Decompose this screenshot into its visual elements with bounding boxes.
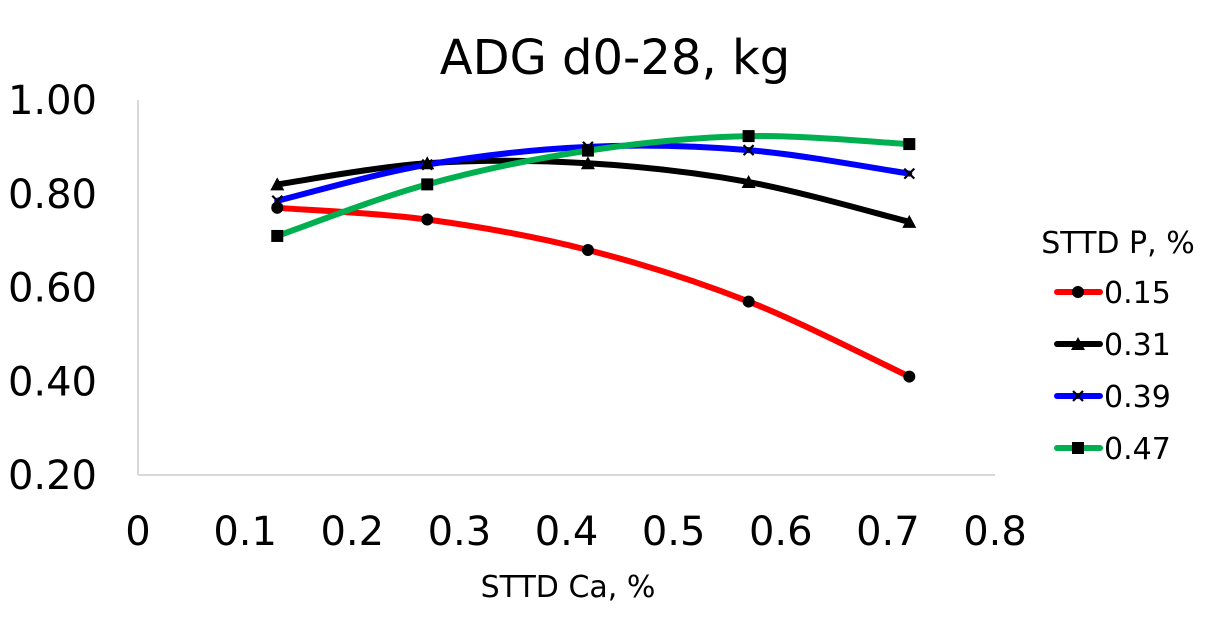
- data-point: [581, 144, 594, 157]
- y-tick-label: 0.80: [8, 172, 97, 218]
- legend-item: 0.15: [1054, 276, 1171, 311]
- data-point: [580, 156, 595, 170]
- legend: STTD P, % 0.15 0.31 0.39 0.47: [1041, 226, 1194, 467]
- x-tick-label: 0.5: [642, 509, 706, 555]
- x-tick-label: 0.2: [320, 509, 384, 555]
- series-layer: [274, 132, 913, 380]
- chart-title: ADG d0-28, kg: [440, 30, 790, 86]
- marker-layer: [270, 130, 917, 383]
- legend-label: 0.47: [1104, 432, 1171, 467]
- data-point: [742, 295, 755, 308]
- series-markers-0-15: [271, 201, 916, 383]
- legend-item: 0.31: [1054, 328, 1171, 363]
- legend-marker: [1071, 337, 1085, 350]
- x-tick-label: 0: [125, 509, 150, 555]
- data-point: [903, 370, 916, 383]
- x-tick-label: 0.6: [749, 509, 813, 555]
- y-tick-label: 0.40: [8, 359, 97, 405]
- data-point: [903, 167, 916, 180]
- legend-marker: [1072, 286, 1084, 298]
- legend-item: 0.47: [1054, 432, 1171, 467]
- legend-label: 0.39: [1104, 380, 1171, 415]
- x-tick-label: 0.4: [535, 509, 599, 555]
- legend-marker: [1072, 442, 1084, 454]
- y-tick-labels: 0.20 0.40 0.60 0.80 1.00: [8, 78, 97, 499]
- data-point: [271, 195, 284, 207]
- x-axis-label: STTD Ca, %: [481, 570, 656, 605]
- x-tick-labels: 0 0.1 0.2 0.3 0.4 0.5 0.6 0.7 0.8: [125, 509, 1027, 555]
- data-point: [421, 213, 434, 226]
- x-tick-label: 0.7: [856, 509, 920, 555]
- data-point: [421, 158, 434, 171]
- data-point: [902, 214, 917, 228]
- series-markers-0-31: [270, 156, 917, 228]
- y-tick-label: 1.00: [8, 78, 97, 124]
- y-tick-label: 0.20: [8, 453, 97, 499]
- x-tick-label: 0.1: [213, 509, 277, 555]
- legend-items: 0.15 0.31 0.39 0.47: [1054, 276, 1171, 467]
- series-markers-0-47: [271, 130, 916, 242]
- data-point: [420, 156, 435, 170]
- y-tick-label: 0.60: [8, 266, 97, 312]
- legend-item: 0.39: [1054, 380, 1171, 415]
- legend-label: 0.15: [1104, 276, 1171, 311]
- data-point: [741, 175, 756, 189]
- plot-area: [137, 100, 995, 476]
- legend-title: STTD P, %: [1041, 226, 1194, 261]
- data-point: [742, 144, 755, 156]
- x-tick-label: 0.8: [963, 509, 1027, 555]
- data-point: [270, 177, 285, 191]
- data-point: [421, 178, 434, 191]
- legend-marker: [1072, 390, 1084, 402]
- series-line-0-15: [274, 204, 913, 380]
- legend-label: 0.31: [1104, 328, 1171, 363]
- data-point: [581, 244, 594, 256]
- data-point: [271, 229, 284, 242]
- data-point: [742, 130, 755, 143]
- data-point: [903, 138, 916, 151]
- x-tick-label: 0.3: [428, 509, 492, 555]
